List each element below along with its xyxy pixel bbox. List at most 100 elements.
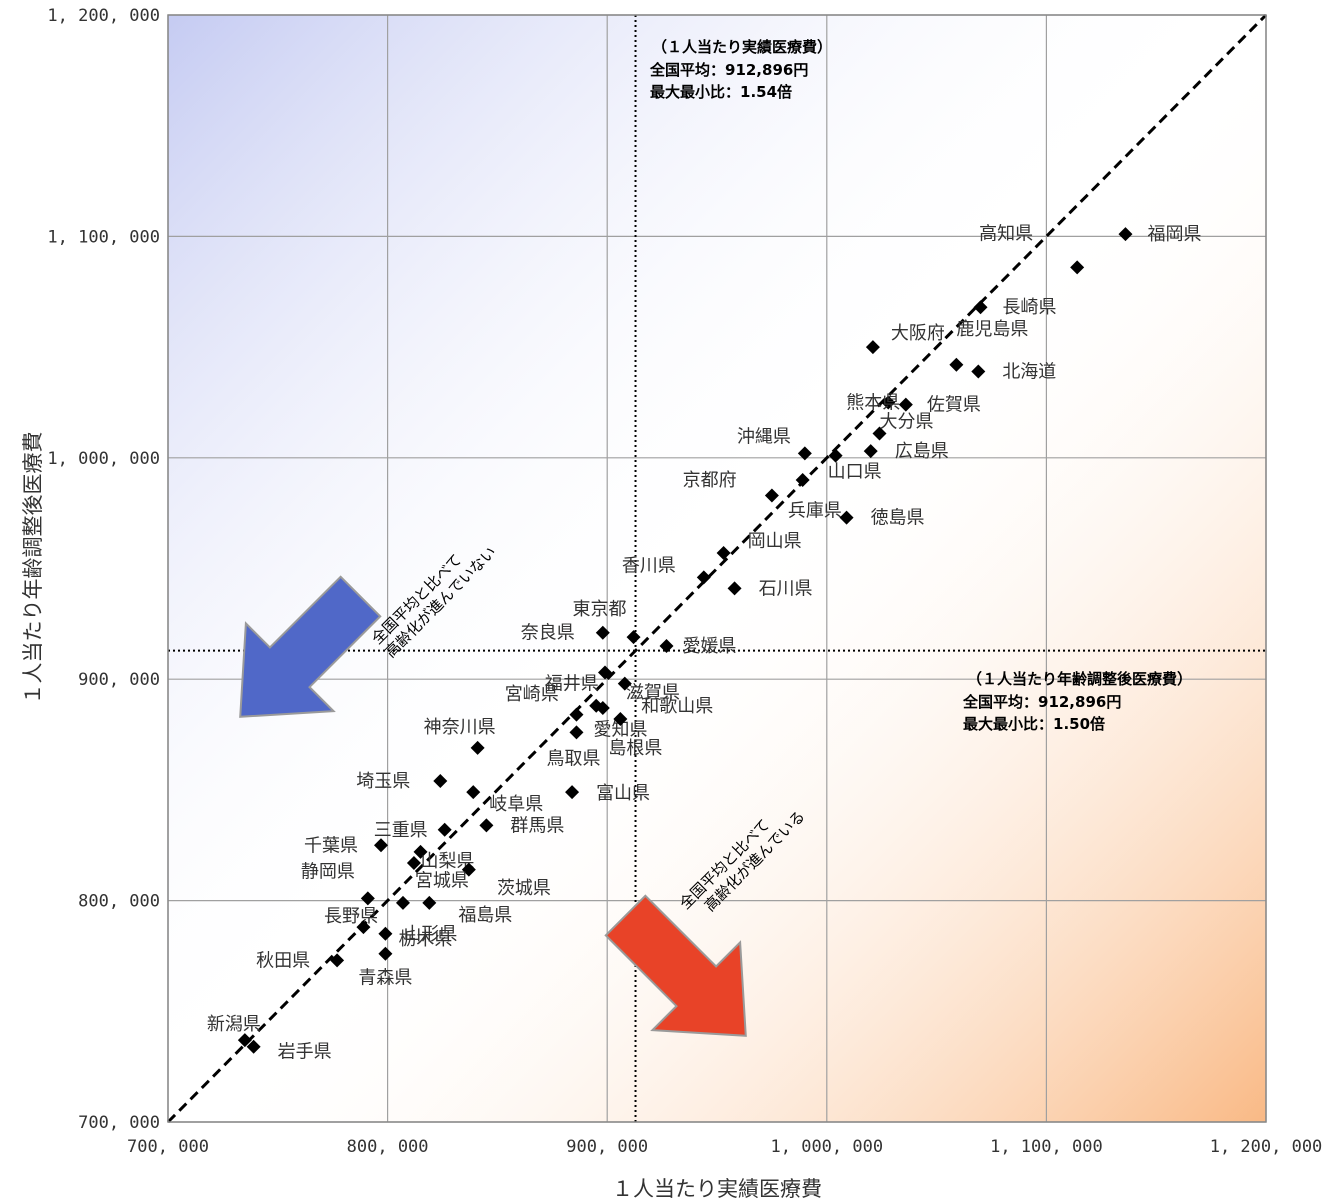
- point-marker: [356, 920, 371, 935]
- point-marker: [461, 862, 476, 877]
- tick-labels: 700, 000 800, 000 900, 000 1, 000, 000 1, 10…: [47, 6, 1322, 1157]
- point-label: 神奈川県: [424, 717, 496, 738]
- point-label: 沖縄県: [737, 426, 791, 447]
- point-label: 熊本県: [846, 392, 900, 413]
- point-marker: [569, 725, 584, 740]
- point-label: 福井県: [545, 674, 599, 695]
- point-label: 静岡県: [301, 861, 355, 882]
- point-label: 石川県: [759, 578, 813, 599]
- point-marker: [237, 1033, 252, 1048]
- point-label: 島根県: [608, 738, 662, 759]
- y-tick-label: 800, 000: [78, 892, 160, 912]
- point-label: 広島県: [895, 441, 949, 462]
- x-tick-label: 700, 000: [127, 1137, 209, 1157]
- annotation-actual: （１人当たり実績医療費） 全国平均：912,896円 最大最小比：1.54倍: [649, 38, 837, 101]
- point-marker: [466, 785, 481, 800]
- point-marker: [727, 581, 742, 596]
- point-marker: [569, 707, 584, 722]
- point-marker: [828, 448, 843, 463]
- x-tick-label: 1, 000, 000: [771, 1137, 884, 1157]
- point-label: 福島県: [458, 905, 512, 926]
- diagonal-reference-line: [166, 13, 1268, 1124]
- point-label: 三重県: [374, 820, 428, 841]
- point-label: 高知県: [979, 223, 1033, 244]
- point-marker: [565, 785, 580, 800]
- point-marker: [613, 712, 628, 727]
- point-marker: [863, 444, 878, 459]
- point-label: 長野県: [324, 906, 378, 927]
- x-tick-label: 1, 200, 000: [1210, 1137, 1323, 1157]
- point-label: 滋賀県: [626, 683, 680, 704]
- point-label: 愛媛県: [682, 636, 736, 657]
- x-tick-label: 800, 000: [347, 1137, 429, 1157]
- arrow-up-left-icon: [239, 575, 382, 718]
- point-label: 山形県: [403, 924, 457, 945]
- point-marker: [1118, 227, 1133, 242]
- y-tick-label: 1, 100, 000: [47, 227, 160, 247]
- point-label: 青森県: [358, 968, 412, 989]
- grid-lines: [167, 14, 1267, 1123]
- point-label: 岡山県: [748, 531, 802, 552]
- point-marker: [374, 838, 389, 853]
- point-marker: [422, 895, 437, 910]
- point-marker: [716, 546, 731, 561]
- point-marker: [595, 625, 610, 640]
- upper-arrow: [239, 575, 382, 718]
- point-label: 大分県: [880, 411, 934, 432]
- point-marker: [839, 510, 854, 525]
- point-marker: [617, 676, 632, 691]
- point-marker: [330, 953, 345, 968]
- point-label: 鳥取県: [546, 748, 600, 769]
- point-label: 宮城県: [415, 871, 469, 892]
- point-label: 群馬県: [510, 815, 564, 836]
- point-marker: [949, 357, 964, 372]
- point-marker: [470, 740, 485, 755]
- point-label: 京都府: [683, 470, 737, 491]
- y-tick-label: 1, 200, 000: [47, 6, 160, 26]
- point-marker: [433, 774, 448, 789]
- point-label: 北海道: [1002, 361, 1056, 382]
- point-marker: [437, 822, 452, 837]
- point-label: 愛知県: [593, 720, 647, 741]
- point-label: 奈良県: [521, 623, 575, 644]
- point-marker: [881, 395, 896, 410]
- point-label: 山口県: [828, 462, 882, 483]
- point-marker: [595, 700, 610, 715]
- point-label: 香川県: [622, 555, 676, 576]
- arrow-down-right-icon: [604, 894, 747, 1037]
- point-label: 東京都: [573, 599, 627, 620]
- annotation-adjusted: （１人当たり年齢調整後医療費） 全国平均：912,896円 最大最小比：1.50…: [962, 670, 1197, 733]
- point-label: 岐阜県: [489, 794, 543, 815]
- point-label: 長崎県: [1003, 297, 1057, 318]
- point-label: 和歌山県: [641, 696, 713, 717]
- point-marker: [795, 472, 810, 487]
- point-marker: [898, 397, 913, 412]
- point-label: 富山県: [596, 783, 650, 804]
- point-marker: [865, 340, 880, 355]
- point-marker: [764, 488, 779, 503]
- point-marker: [626, 630, 641, 645]
- point-marker: [246, 1039, 261, 1054]
- point-label: 大阪府: [891, 323, 945, 344]
- point-marker: [378, 946, 393, 961]
- x-tick-label: 900, 000: [566, 1137, 648, 1157]
- x-axis-title: １人当たり実績医療費: [612, 1177, 822, 1201]
- point-label: 福岡県: [1147, 224, 1201, 245]
- point-marker: [378, 926, 393, 941]
- point-label: 佐賀県: [927, 395, 981, 416]
- y-tick-label: 900, 000: [78, 670, 160, 690]
- point-label: 兵庫県: [788, 500, 842, 521]
- point-marker: [598, 665, 613, 680]
- point-marker: [406, 855, 421, 870]
- point-label: 新潟県: [207, 1014, 261, 1035]
- point-marker: [360, 891, 375, 906]
- point-marker: [696, 570, 711, 585]
- point-marker: [971, 364, 986, 379]
- x-tick-label: 1, 100, 000: [990, 1137, 1103, 1157]
- point-marker: [659, 638, 674, 653]
- point-label: 千葉県: [304, 835, 358, 856]
- point-marker: [973, 300, 988, 315]
- point-marker: [479, 818, 494, 833]
- point-label: 茨城県: [497, 878, 551, 899]
- y-tick-label: 1, 000, 000: [47, 449, 160, 469]
